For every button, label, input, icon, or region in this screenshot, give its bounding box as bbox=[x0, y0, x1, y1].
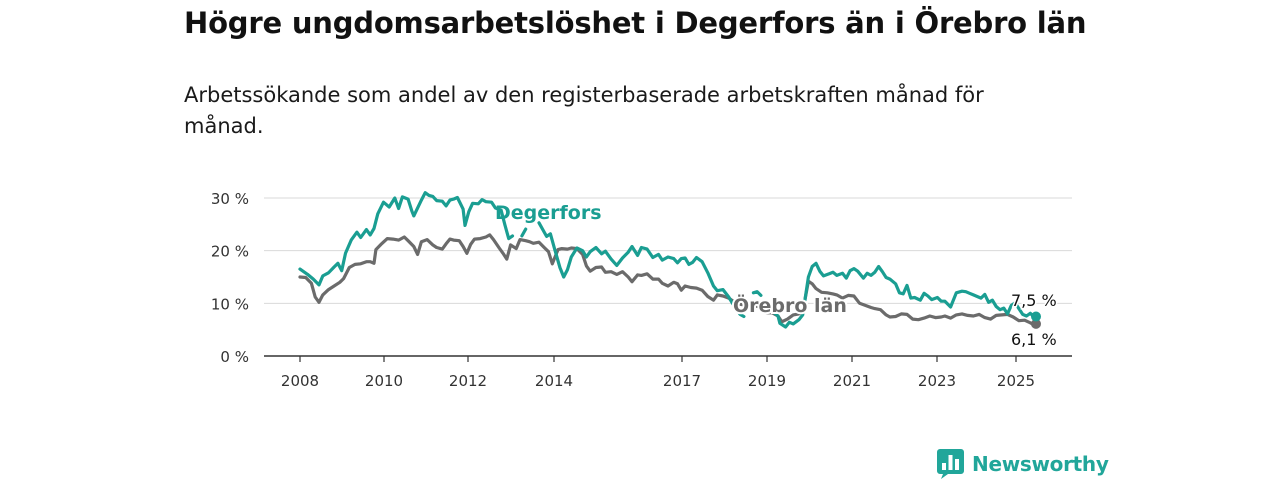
series-label-orebro-lan: Örebro län bbox=[733, 293, 847, 317]
chart-title: Högre ungdomsarbetslöshet i Degerfors än… bbox=[184, 6, 1087, 40]
x-tick-label: 2017 bbox=[663, 372, 701, 390]
x-tick-label: 2012 bbox=[449, 372, 487, 390]
end-label-degerfors: 7,5 % bbox=[1011, 291, 1057, 310]
x-tick-label: 2019 bbox=[748, 372, 786, 390]
x-tick-label: 2023 bbox=[918, 372, 956, 390]
brand-name: Newsworthy bbox=[972, 452, 1109, 476]
newsworthy-logo: Newsworthy bbox=[937, 449, 1109, 479]
series-label-degerfors: Degerfors bbox=[495, 202, 602, 224]
chart-axes: 0 % 10 % 20 % 30 % 2008 2010 2012 2014 2017 2019 2… bbox=[211, 190, 1072, 390]
y-tick-label: 0 % bbox=[220, 348, 249, 366]
y-tick-label: 20 % bbox=[211, 243, 249, 261]
x-tick-label: 2008 bbox=[281, 372, 319, 390]
x-tick-label: 2010 bbox=[365, 372, 403, 390]
chart-series bbox=[298, 191, 1041, 329]
chart-labels: Degerfors Örebro län 7,5 % 6,1 % bbox=[495, 202, 1058, 351]
y-tick-label: 10 % bbox=[211, 295, 249, 313]
x-tick-label: 2014 bbox=[535, 372, 573, 390]
x-tick-label: 2021 bbox=[833, 372, 871, 390]
end-point-orebro-lan bbox=[1031, 318, 1041, 329]
series-line-orebro-lan bbox=[298, 233, 1038, 327]
chart-subtitle: Arbetssökande som andel av den registerb… bbox=[184, 83, 984, 138]
y-tick-label: 30 % bbox=[211, 190, 249, 208]
series-line-degerfors bbox=[298, 191, 1038, 329]
end-label-orebro-lan: 6,1 % bbox=[1011, 330, 1057, 349]
x-tick-label: 2025 bbox=[997, 372, 1035, 390]
bar-chart-speech-bubble-icon bbox=[937, 449, 964, 479]
grid-lines bbox=[264, 197, 1072, 304]
end-point-degerfors bbox=[1031, 311, 1041, 322]
